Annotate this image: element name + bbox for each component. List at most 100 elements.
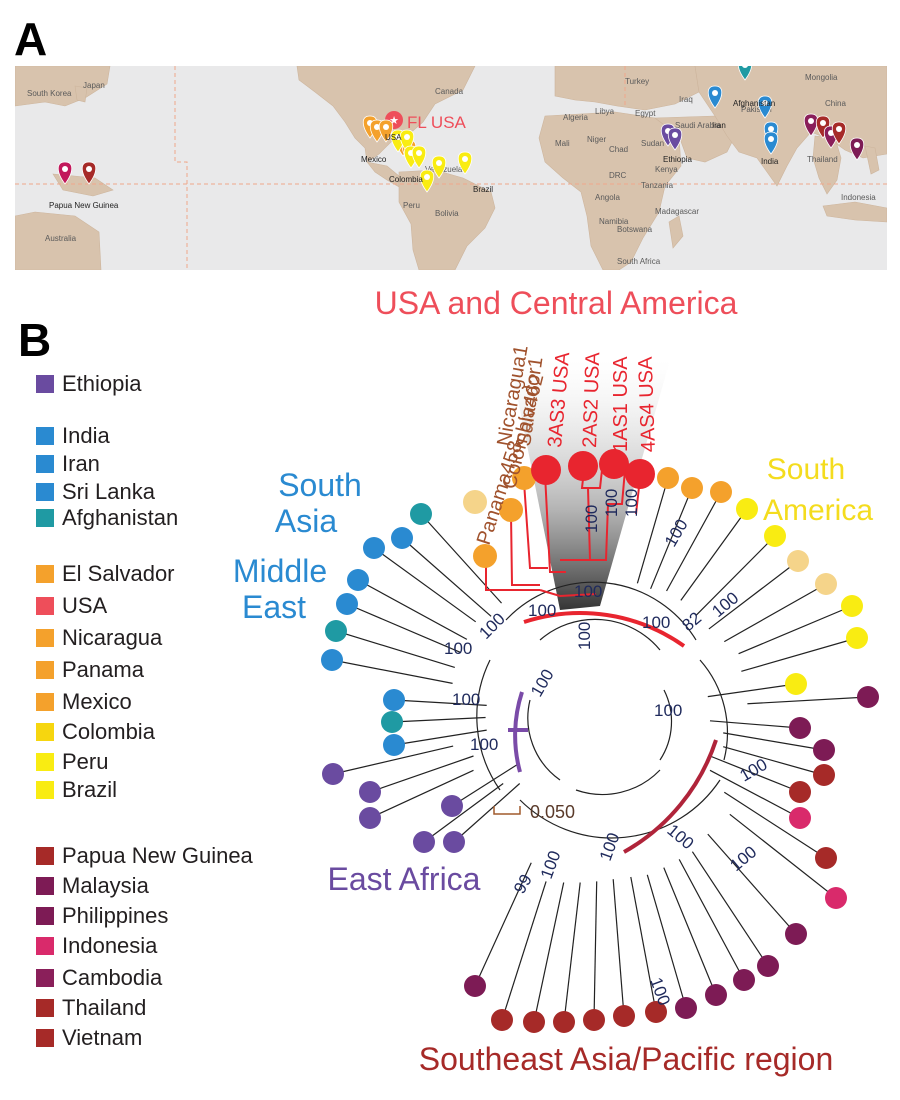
leaf-node	[473, 544, 497, 568]
leaf-node	[499, 498, 523, 522]
legend-item: Thailand	[36, 995, 147, 1020]
bootstrap-label: 100	[622, 489, 641, 517]
legend-swatch	[36, 781, 54, 799]
location-pin	[757, 95, 773, 119]
clade-arcs	[508, 611, 718, 854]
bootstrap-labels: 100 100 100 100 100 100 100 82 100 100 1…	[444, 489, 771, 1008]
leaf-node	[413, 831, 435, 853]
legend-item: Philippines	[36, 903, 168, 928]
location-pin	[81, 161, 97, 185]
leaf-node	[846, 627, 868, 649]
bootstrap-label: 100	[708, 588, 742, 621]
bootstrap-label: 100	[470, 735, 498, 754]
leaf-node	[736, 498, 758, 520]
region-south-america-line1: South	[767, 453, 845, 486]
map-label-brazil: Brazil	[473, 185, 493, 194]
basemap-label-bolivia: Bolivia	[435, 209, 459, 218]
legend-item: El Salvador	[36, 561, 175, 586]
legend-swatch	[36, 629, 54, 647]
leaf-node	[705, 984, 727, 1006]
bootstrap-label: 100	[726, 842, 760, 875]
legend-item: Colombia	[36, 719, 155, 744]
leaf-node	[710, 481, 732, 503]
bootstrap-label: 100	[602, 489, 621, 517]
location-pin	[378, 119, 394, 143]
leaf-node	[391, 527, 413, 549]
bootstrap-label: 100	[528, 601, 556, 620]
leaf-node	[785, 673, 807, 695]
basemap-label-namibia: Namibia	[599, 217, 629, 226]
legend-item: India	[36, 423, 110, 448]
legend-swatch	[36, 427, 54, 445]
location-pin	[457, 151, 473, 175]
taxon-1as1-usa: 1AS1 USA	[610, 356, 632, 452]
legend-label: Colombia	[62, 719, 155, 744]
legend-swatch	[36, 907, 54, 925]
legend-item: Mexico	[36, 689, 132, 714]
bootstrap-label: 100	[661, 516, 692, 550]
leaf-node	[733, 969, 755, 991]
basemap-label-sudan: Sudan	[641, 139, 664, 148]
leaf-node	[491, 1009, 513, 1031]
bootstrap-label: 100	[444, 639, 472, 658]
basemap-label-angola: Angola	[595, 193, 620, 202]
legend-label: Mexico	[62, 689, 132, 714]
basemap-label-drc: DRC	[609, 171, 627, 180]
basemap-label-south-africa: South Africa	[617, 257, 661, 266]
legend-label: Sri Lanka	[62, 479, 155, 504]
leaf-node	[531, 455, 561, 485]
legend-swatch	[36, 1029, 54, 1047]
usa-clade-shading	[510, 360, 670, 610]
leaf-node	[815, 847, 837, 869]
basemap-label-egypt: Egypt	[635, 109, 656, 118]
leaf-node	[512, 466, 536, 490]
location-pin	[57, 161, 73, 185]
basemap-label-pakistan: Pakistan	[741, 105, 772, 114]
basemap-label-madagascar: Madagascar	[655, 207, 699, 216]
legend-label: Thailand	[62, 995, 147, 1020]
bootstrap-label: 100	[654, 701, 682, 720]
legend-swatch	[36, 565, 54, 583]
legend-item: Afghanistan	[36, 505, 178, 530]
legend-swatch	[36, 877, 54, 895]
phylogenetic-tree: USA and Central America South America So…	[233, 290, 879, 1077]
location-pin	[707, 85, 723, 109]
location-pin	[419, 169, 435, 193]
country-labels: USA Mexico Colombia Brazil Papua New Gui…	[49, 99, 779, 210]
legend: Ethiopia India Iran Sri Lanka Afghanistan El …	[36, 371, 306, 1073]
basemap-label-chad: Chad	[609, 145, 628, 154]
leaf-node	[789, 781, 811, 803]
bootstrap-label: 100	[452, 690, 480, 709]
leaf-node	[463, 490, 487, 514]
leaf-node	[645, 1001, 667, 1023]
legend-item: Malaysia	[36, 873, 149, 898]
legend-item: Iran	[36, 451, 100, 476]
basemap-label-peru: Peru	[403, 201, 420, 210]
location-pin	[667, 127, 683, 151]
leaf-node	[381, 711, 403, 733]
leaf-node	[613, 1005, 635, 1027]
leaf-node	[813, 764, 835, 786]
location-pin	[849, 137, 865, 161]
scale-bar	[493, 806, 521, 815]
bootstrap-label: 100	[642, 613, 670, 632]
panel-b-label: B	[18, 314, 52, 366]
leaf-node	[336, 593, 358, 615]
legend-swatch	[36, 847, 54, 865]
leaf-node	[441, 795, 463, 817]
panel-a-label: A	[14, 13, 48, 65]
leaf-node	[383, 689, 405, 711]
map-label-colombia: Colombia	[389, 175, 423, 184]
region-southeast-asia-pacific: Southeast Asia/Pacific region	[419, 1041, 833, 1077]
leaf-node	[325, 620, 347, 642]
location-pin	[411, 145, 427, 169]
location-pin	[738, 66, 752, 81]
taxon-4as4-usa: 4AS4 USA	[635, 356, 660, 453]
leaf-node	[785, 923, 807, 945]
leaf-node	[625, 459, 655, 489]
florida-label: FL USA	[407, 113, 467, 132]
legend-label: Papua New Guinea	[62, 843, 253, 868]
leaf-node	[443, 831, 465, 853]
legend-swatch	[36, 723, 54, 741]
legend-item: Vietnam	[36, 1025, 142, 1050]
